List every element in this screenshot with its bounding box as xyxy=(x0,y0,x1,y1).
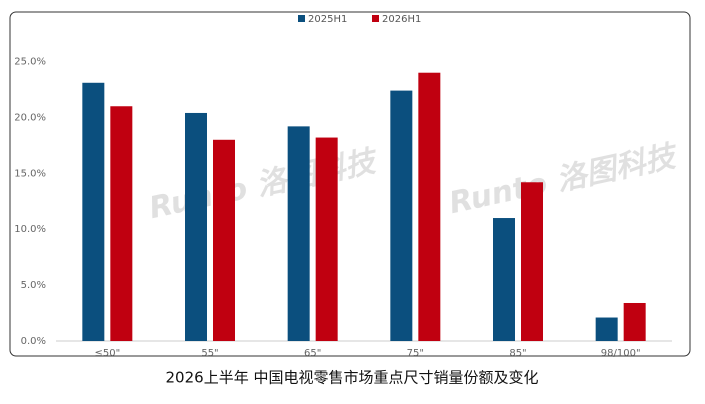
y-tick-label: 25.0% xyxy=(14,57,46,68)
legend-label: 2026H1 xyxy=(382,14,421,25)
x-tick-label: 85" xyxy=(509,348,526,359)
bar xyxy=(185,112,207,341)
bar xyxy=(287,126,310,341)
legend-label: 2025H1 xyxy=(308,14,347,25)
y-tick-label: 15.0% xyxy=(14,168,46,179)
chart-frame xyxy=(9,11,691,357)
bar xyxy=(521,182,543,341)
bar xyxy=(110,106,133,341)
bar xyxy=(595,317,618,341)
y-tick-label: 5.0% xyxy=(21,280,46,291)
x-tick-label: ≤50" xyxy=(94,348,120,359)
legend-swatch xyxy=(298,15,305,22)
bar xyxy=(390,90,413,341)
chart-title: 2026上半年 中国电视零售市场重点尺寸销量份额及变化 xyxy=(166,369,539,387)
y-tick-label: 20.0% xyxy=(14,112,46,123)
y-tick-label: 0.0% xyxy=(21,336,46,347)
bar xyxy=(315,137,338,341)
legend-swatch xyxy=(372,15,379,22)
bar xyxy=(82,82,105,342)
y-tick-label: 10.0% xyxy=(14,224,46,235)
x-tick-label: 98/100" xyxy=(601,348,641,359)
x-tick-label: 75" xyxy=(407,348,424,359)
bar xyxy=(213,139,235,341)
x-tick-label: 55" xyxy=(201,348,218,359)
bar xyxy=(623,302,646,341)
x-tick-label: 65" xyxy=(304,348,321,359)
bar xyxy=(418,72,441,341)
bar xyxy=(493,218,515,341)
